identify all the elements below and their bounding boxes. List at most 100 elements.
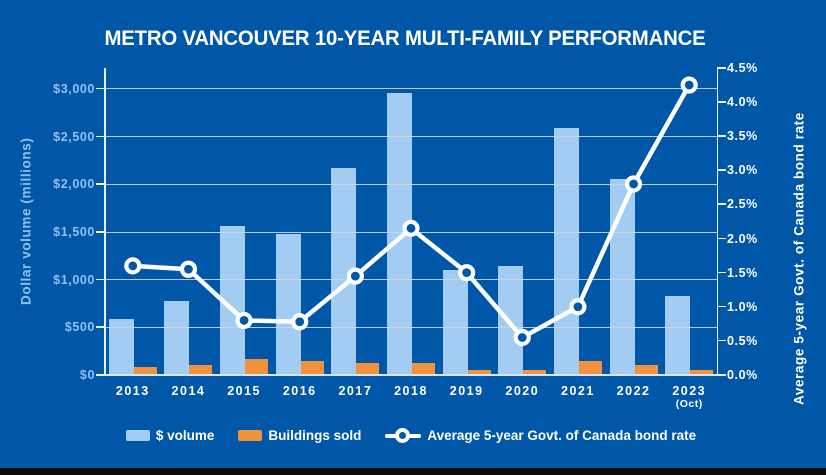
buildings-sold-swatch-icon [238, 430, 263, 441]
volume-bar [164, 300, 190, 375]
right-tick-label: 0.0% [727, 368, 758, 382]
left-axis-line [104, 68, 106, 375]
right-tick-label: 3.5% [727, 129, 758, 144]
x-axis-label: 2013 [115, 384, 150, 398]
x-axis-label: 2016 [282, 384, 317, 398]
buildings-sold-bar [690, 370, 714, 375]
x-axis-labels: 2013 2014 2015 2016 2017 2018 2019 2020 2021 2022… [105, 384, 717, 410]
bond-rate-marker [569, 298, 587, 316]
volume-bar [665, 296, 691, 375]
left-tick-label: $3,000 [53, 81, 95, 96]
right-tick-mark [717, 374, 726, 376]
x-axis-label: 2023 (Oct) [661, 384, 717, 410]
year-group [161, 68, 217, 375]
right-tick-label: 1.5% [727, 265, 758, 280]
left-tick-label: $2,500 [53, 129, 95, 144]
bottom-black-strip [0, 468, 826, 475]
buildings-sold-bar [133, 367, 157, 375]
buildings-sold-bar [356, 362, 380, 375]
bond-rate-marker [402, 219, 420, 237]
year-group [439, 68, 495, 375]
right-tick-mark [717, 101, 726, 103]
bond-rate-marker [235, 311, 253, 330]
right-tick-label: 4.5% [727, 61, 758, 75]
right-tick-mark [717, 305, 726, 308]
gridline [105, 183, 717, 185]
buildings-sold-bar [412, 362, 436, 375]
left-tick-mark [96, 326, 105, 328]
right-axis-line [716, 68, 718, 375]
right-tick-label: 2.5% [727, 197, 758, 212]
volume-bar [442, 270, 468, 375]
gridline [105, 326, 717, 328]
buildings-sold-bar [300, 360, 324, 375]
legend-item-volume: $ volume [125, 428, 215, 443]
x-axis-baseline [104, 373, 725, 376]
legend: $ volume Buildings sold Average 5-year G… [105, 428, 717, 443]
buildings-sold-bar [634, 364, 658, 375]
year-group [550, 68, 606, 375]
legend-label-volume: $ volume [155, 428, 215, 443]
legend-item-buildings-sold: Buildings sold [238, 428, 361, 443]
right-tick-mark [717, 169, 726, 171]
gridline [105, 136, 717, 138]
right-tick-mark [717, 67, 726, 69]
right-tick-mark [717, 339, 726, 342]
right-tick-label: 2.0% [727, 231, 758, 246]
x-axis-label: 2022 [616, 384, 651, 398]
buildings-sold-bar [245, 359, 269, 375]
left-tick-label: $2,000 [53, 177, 95, 192]
x-axis-label: 2020 [505, 384, 540, 398]
left-tick-label: $0 [79, 368, 95, 382]
bond-rate-marker [346, 267, 364, 285]
x-axis-label: 2015 [227, 384, 261, 398]
right-tick-label: 3.0% [727, 163, 758, 178]
x-axis-sublabel: (Oct) [675, 398, 703, 411]
right-tick-mark [717, 271, 726, 274]
plot-area [96, 67, 726, 376]
buildings-sold-bar [578, 360, 602, 375]
bond-rate-marker [624, 175, 643, 193]
legend-label-buildings-sold: Buildings sold [268, 428, 362, 443]
left-tick-mark [96, 374, 105, 376]
right-axis-tick-labels: 0.0% 0.5% 1.0% 1.5% 2.0% 2.5% 3.0% 3.5% 4.0% 4.5% [727, 61, 782, 382]
left-tick-label: $1,500 [53, 225, 95, 239]
x-axis-label: 2014 [171, 384, 206, 398]
year-group [661, 68, 717, 375]
chart-title: METRO VANCOUVER 10-YEAR MULTI-FAMILY PER… [104, 27, 706, 50]
bond-rate-marker [458, 264, 476, 282]
left-tick-mark [96, 87, 105, 90]
gridline [105, 279, 717, 281]
gridline [105, 88, 717, 90]
left-tick-mark [96, 183, 105, 185]
volume-swatch-icon [125, 430, 150, 441]
left-tick-mark [96, 278, 105, 281]
bond-rate-marker [680, 76, 698, 94]
right-tick-label: 1.0% [727, 299, 758, 314]
legend-item-bond-rate: Average 5-year Govt. of Canada bond rate [385, 428, 696, 443]
left-tick-mark [96, 231, 105, 233]
volume-bar [275, 233, 301, 375]
bond-rate-marker [513, 328, 531, 347]
bond-rate-marker [179, 260, 198, 278]
x-axis-label: 2019 [449, 384, 484, 398]
buildings-sold-bar [523, 369, 547, 375]
year-group [216, 68, 272, 375]
buildings-sold-bar [189, 365, 213, 375]
right-tick-mark [717, 135, 726, 137]
left-tick-label: $1,000 [53, 272, 95, 287]
left-axis-tick-labels: $0 $500 $1,000 $1,500 $2,000 $2,500 $3,000 [20, 68, 95, 382]
volume-bar [108, 318, 134, 375]
year-group [105, 68, 161, 375]
right-tick-mark [717, 203, 726, 205]
legend-label-bond-rate: Average 5-year Govt. of Canada bond rate [427, 428, 697, 443]
x-axis-label: 2021 [561, 384, 595, 398]
bond-rate-line-marker-icon [385, 428, 422, 443]
left-tick-mark [96, 135, 105, 138]
bond-rate-marker [124, 257, 142, 275]
volume-bar [553, 128, 579, 375]
right-tick-label: 4.0% [727, 95, 758, 110]
year-group [272, 68, 328, 375]
bond-rate-line [124, 76, 698, 347]
